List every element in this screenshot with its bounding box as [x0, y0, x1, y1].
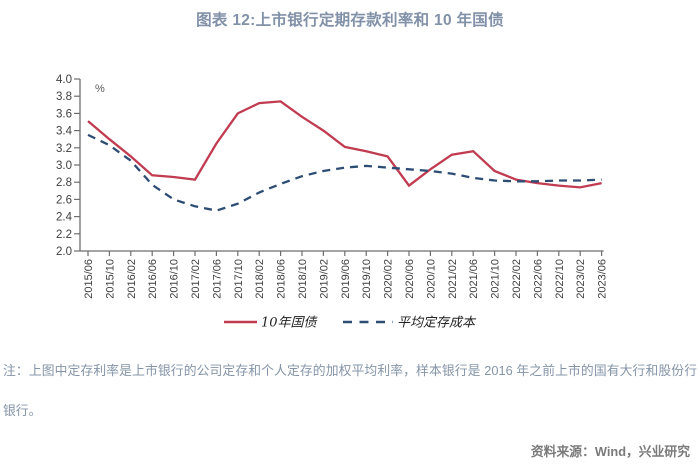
y-tick-label: 3.2: [56, 143, 72, 155]
y-tick-label: 3.6: [56, 108, 72, 120]
x-tick-label: 2022/02: [511, 259, 523, 299]
x-tick-label: 2015/10: [104, 259, 116, 299]
x-tick-label: 2021/10: [490, 259, 502, 299]
x-tick-label: 2022/06: [532, 259, 544, 299]
y-tick-label: 4.0: [56, 74, 72, 86]
x-tick-label: 2017/06: [211, 259, 223, 299]
y-tick-label: 2.8: [56, 177, 72, 189]
legend-label-average-deposit-cost: 平均定存成本: [397, 315, 477, 331]
x-tick-label: 2019/06: [340, 259, 352, 299]
line-10y-treasury: [87, 100, 602, 189]
y-tick-label: 2.6: [56, 194, 72, 206]
x-tick-label: 2015/06: [83, 259, 95, 299]
unit-label: %: [95, 83, 105, 95]
footnote: 注：上图中定存利率是上市银行的公司定存和个人定存的加权平均利率，样本银行是 20…: [3, 363, 697, 418]
x-tick-label: 2017/02: [190, 259, 202, 299]
x-tick-label: 2020/10: [425, 259, 437, 299]
x-tick-label: 2023/02: [575, 259, 587, 299]
line-chart: 4.0 3.8 3.6 3.4 3.2 3.0 2.8 2.6 2.4 2.2 2.0% 2015/0…: [0, 58, 700, 348]
chart-title: 图表 12:上市银行定期存款利率和 10 年国债: [196, 12, 504, 29]
x-tick-label: 2022/10: [554, 259, 566, 299]
y-tick-label: 2.0: [56, 246, 72, 258]
y-tick-label: 2.4: [56, 212, 73, 224]
x-tick-label: 2018/10: [297, 259, 309, 299]
y-tick-label: 3.0: [56, 160, 72, 172]
legend-label-10y-treasury: 10年国债: [261, 316, 319, 331]
y-tick-label: 2.2: [56, 229, 72, 241]
x-tick-label: 2021/02: [447, 259, 459, 299]
y-tick-label: 3.8: [56, 91, 72, 103]
source-credit: 资料来源：Wind，兴业研究: [530, 444, 690, 459]
x-tick-label: 2016/10: [169, 259, 181, 299]
y-tick-label: 3.4: [56, 126, 73, 138]
x-tick-label: 2018/06: [276, 259, 288, 299]
x-tick-label: 2020/02: [383, 259, 395, 299]
x-tick-label: 2016/06: [147, 259, 159, 299]
x-tick-label: 2016/02: [126, 259, 138, 299]
x-tick-label: 2017/10: [233, 259, 245, 299]
x-tick-label: 2023/06: [597, 259, 609, 299]
x-tick-label: 2019/02: [318, 259, 330, 299]
x-tick-label: 2020/06: [404, 259, 416, 299]
x-tick-label: 2018/02: [254, 259, 266, 299]
x-tick-label: 2019/10: [361, 259, 373, 299]
chart-canvas: 4.0 3.8 3.6 3.4 3.2 3.0 2.8 2.6 2.4 2.2 2.0% 2015/0…: [56, 74, 609, 331]
x-tick-label: 2021/06: [468, 259, 480, 299]
